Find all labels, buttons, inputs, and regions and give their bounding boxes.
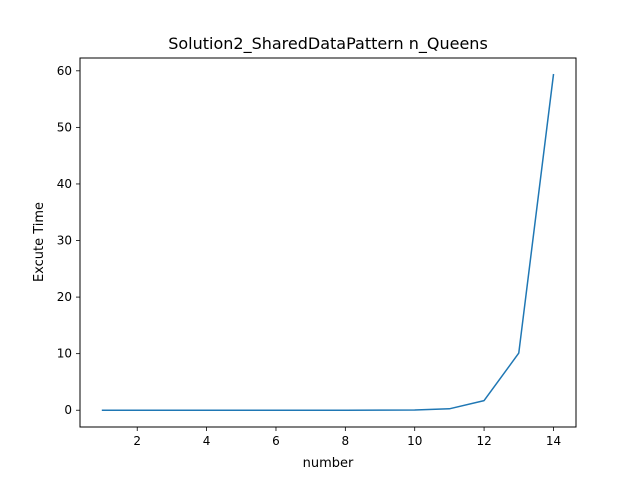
y-tick-label: 30 [57,234,72,248]
plot-area-frame [79,57,577,428]
x-tick-label: 12 [476,434,491,448]
x-axis-ticks: 2 4 6 8 10 12 14 [133,427,561,448]
y-tick-label: 20 [57,290,72,304]
x-tick-label: 4 [203,434,211,448]
y-tick-label: 10 [57,347,72,361]
y-axis-ticks: 0 10 20 30 40 50 60 [57,64,80,417]
x-tick-label: 6 [272,434,280,448]
x-tick-label: 10 [407,434,422,448]
y-axis-label: Excute Time [32,202,47,282]
x-tick-label: 2 [133,434,141,448]
series-layer [101,73,555,411]
chart-title: Solution2_SharedDataPattern n_Queens [168,34,488,54]
x-tick-label: 14 [546,434,561,448]
series-line [101,73,555,411]
y-tick-label: 60 [57,64,72,78]
y-tick-label: 40 [57,177,72,191]
y-tick-label: 50 [57,120,72,134]
x-tick-label: 8 [342,434,350,448]
y-tick-label: 0 [64,403,72,417]
x-axis-label: number [303,456,354,471]
